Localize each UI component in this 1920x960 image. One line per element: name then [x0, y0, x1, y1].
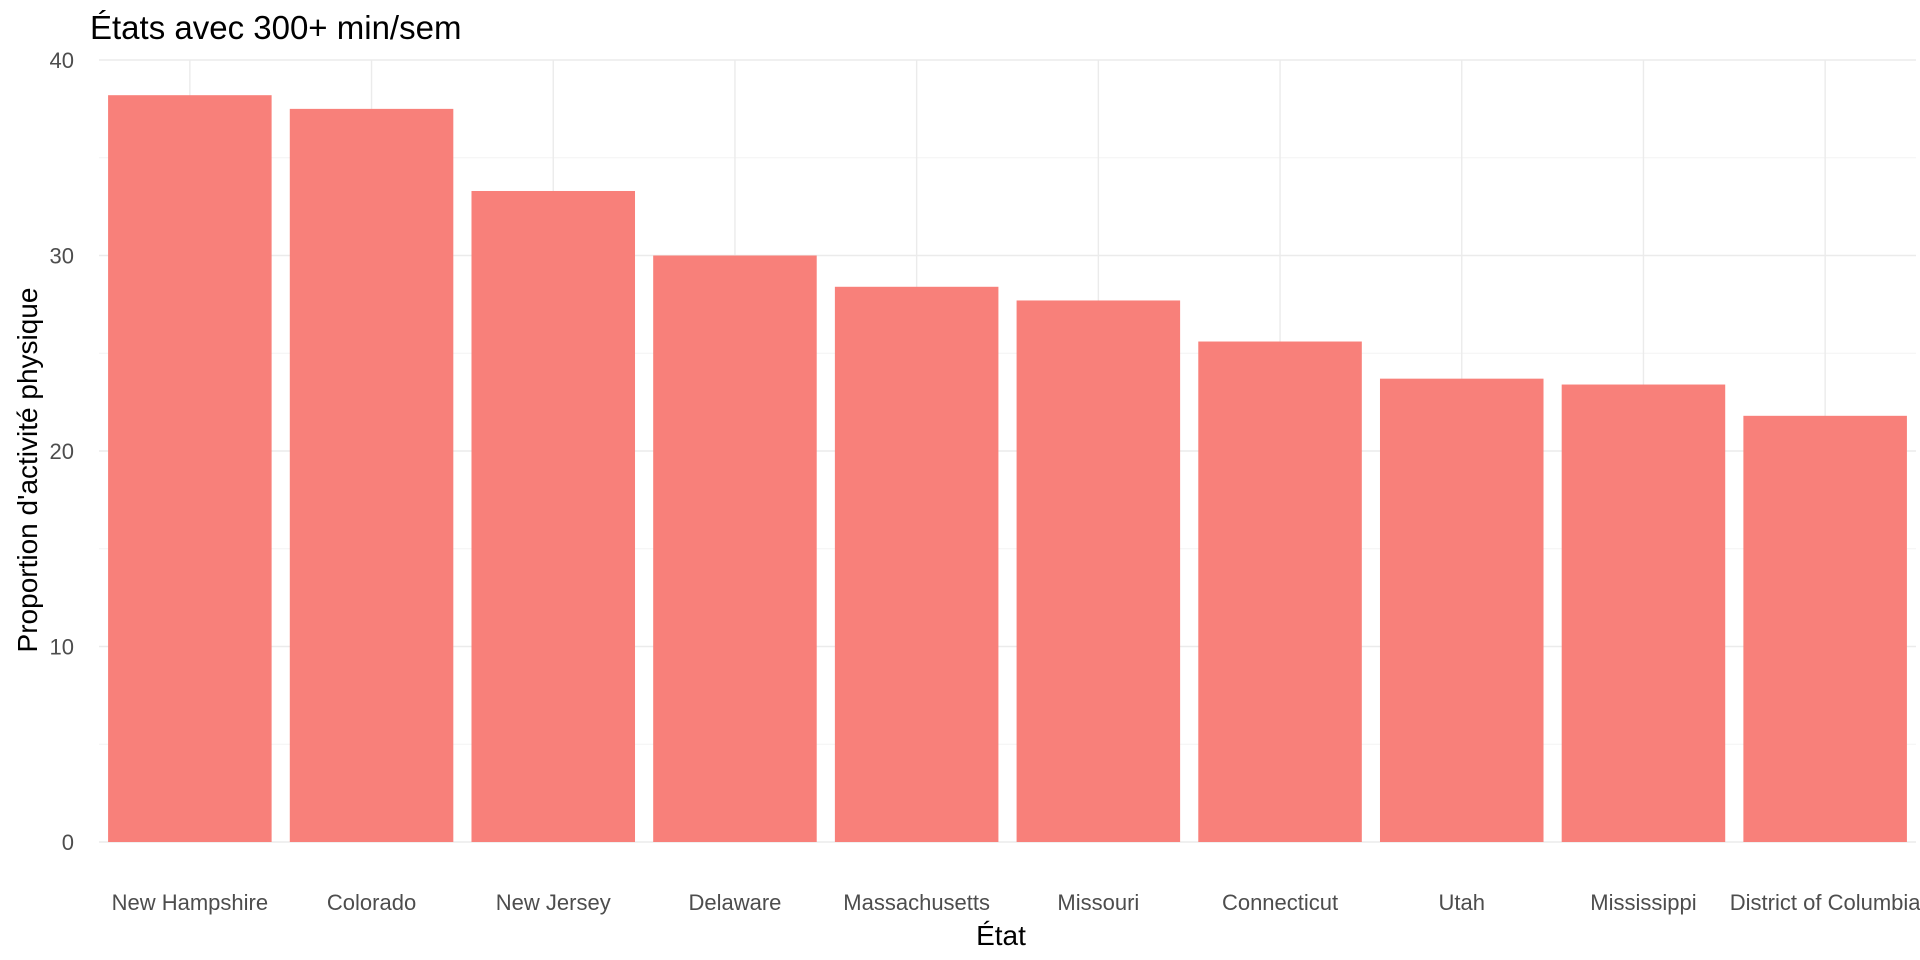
x-tick-label: Mississippi	[1590, 890, 1696, 915]
bar	[289, 108, 454, 842]
x-tick-label: Connecticut	[1222, 890, 1338, 915]
y-tick-label: 0	[62, 830, 74, 855]
x-tick-label: Delaware	[688, 890, 781, 915]
x-axis-title: État	[976, 920, 1026, 951]
bar	[1198, 341, 1362, 842]
y-tick-labels: 0 10 20 30 40	[50, 48, 74, 855]
x-tick-label: Missouri	[1057, 890, 1139, 915]
y-tick-label: 30	[50, 244, 74, 269]
bar	[1016, 300, 1181, 843]
x-tick-label: Massachusetts	[843, 890, 990, 915]
bar	[834, 286, 999, 842]
bars-layer	[108, 95, 1907, 843]
x-tick-label: District of Columbia	[1730, 890, 1920, 915]
x-tick-label: New Hampshire	[112, 890, 269, 915]
y-tick-label: 10	[50, 635, 74, 660]
bar	[1561, 384, 1726, 842]
x-tick-label: Colorado	[327, 890, 416, 915]
chart-title: États avec 300+ min/sem	[90, 9, 461, 46]
y-tick-label: 20	[50, 439, 74, 464]
bar	[1379, 378, 1544, 842]
y-axis-title: Proportion d'activité physique	[12, 288, 43, 653]
x-tick-labels: New Hampshire Colorado New Jersey Delaware M…	[112, 890, 1920, 915]
bar	[108, 95, 272, 842]
y-tick-label: 40	[50, 48, 74, 73]
bar	[471, 190, 636, 843]
bar	[1743, 415, 1907, 842]
bar	[653, 255, 817, 842]
x-tick-label: Utah	[1439, 890, 1485, 915]
x-tick-label: New Jersey	[496, 890, 611, 915]
